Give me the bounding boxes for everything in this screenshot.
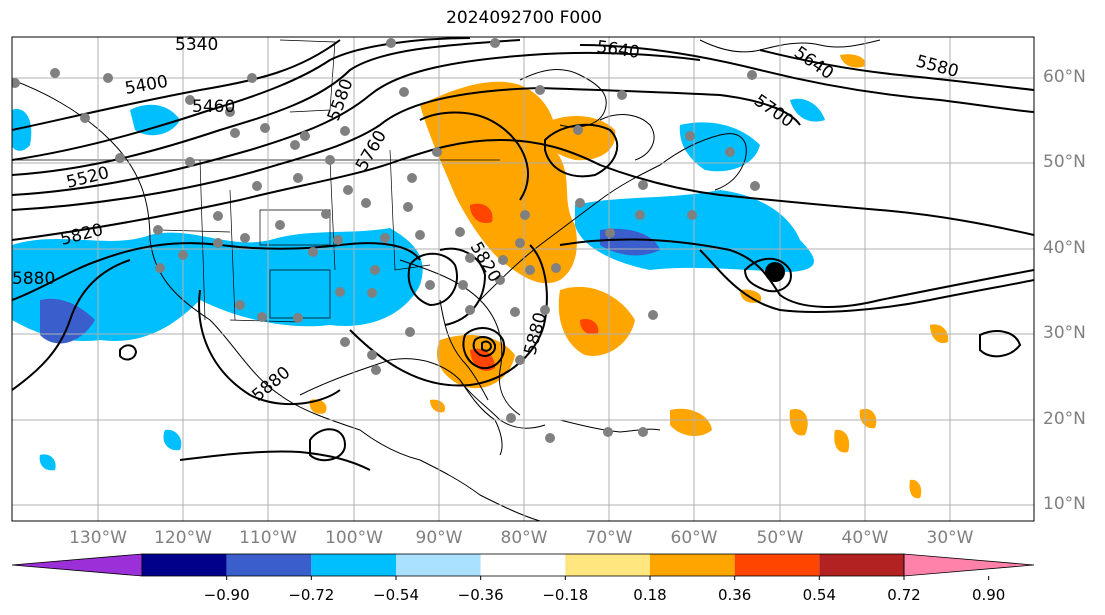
colorbar-tick-label: −0.54 [373,586,419,604]
latitude-label: 10°N [1043,494,1086,514]
colorbar-frame [141,553,905,577]
colorbar-segment [650,554,735,576]
plot-frame [11,36,1035,522]
colorbar-segment [819,554,904,576]
contour-label: 5460 [192,97,235,117]
longitude-label: 110°W [239,528,297,548]
latitude-label: 30°N [1043,323,1086,343]
colorbar-segment [734,554,820,576]
longitude-label: 100°W [325,528,383,548]
latitude-label: 20°N [1043,409,1086,429]
longitude-label: 80°W [500,528,548,548]
political-borders [12,39,500,323]
colorbar-tick-label: 0.72 [887,586,921,604]
longitude-label: 130°W [69,528,127,548]
longitude-label: 60°W [670,528,718,548]
contour-labels: 5340 5400 5460 5520 5580 5640 5580 5700 … [12,35,961,406]
colorbar-segment [226,554,312,576]
colorbar-tick-label: −0.72 [288,586,335,604]
colorbar-segment [311,554,396,576]
contour-label: 5880 [12,269,55,289]
colorbar-segment [142,554,227,576]
map-title: 2024092700 F000 [446,8,602,28]
colorbar-tick-label: −0.36 [457,586,504,604]
longitude-label: 30°W [926,528,974,548]
latitude-label: 50°N [1043,152,1086,172]
longitude-label: 50°W [756,528,804,548]
colorbar-segment [480,554,566,576]
longitude-label: 40°W [841,528,889,548]
colorbar-tick-label: 0.90 [971,586,1006,604]
map-plot-area [12,37,1034,521]
colorbar [11,553,1035,580]
colorbar-tick-label: −0.90 [203,586,250,604]
gridlines [12,37,1034,521]
station-dots [12,38,760,443]
colorbar-tick-label: 0.54 [802,586,837,604]
colorbar-segment [396,554,481,576]
colorbar-segment [565,554,650,576]
colorbar-tick-label: 0.18 [633,586,667,604]
longitude-label: 90°W [415,528,463,548]
longitude-label: 70°W [585,528,633,548]
latitude-label: 40°N [1043,238,1086,258]
colorbar-tick-label: 0.36 [717,586,752,604]
colorbar-arrow-min [11,553,143,577]
longitude-label: 120°W [154,528,212,548]
colorbar-arrow-max [903,553,1035,577]
contour-label: 5340 [175,35,218,55]
latitude-label: 60°N [1043,67,1086,87]
cutoff-low-marker [765,262,785,282]
colorbar-tick-label: −0.18 [542,586,589,604]
negative-shading [12,98,825,471]
